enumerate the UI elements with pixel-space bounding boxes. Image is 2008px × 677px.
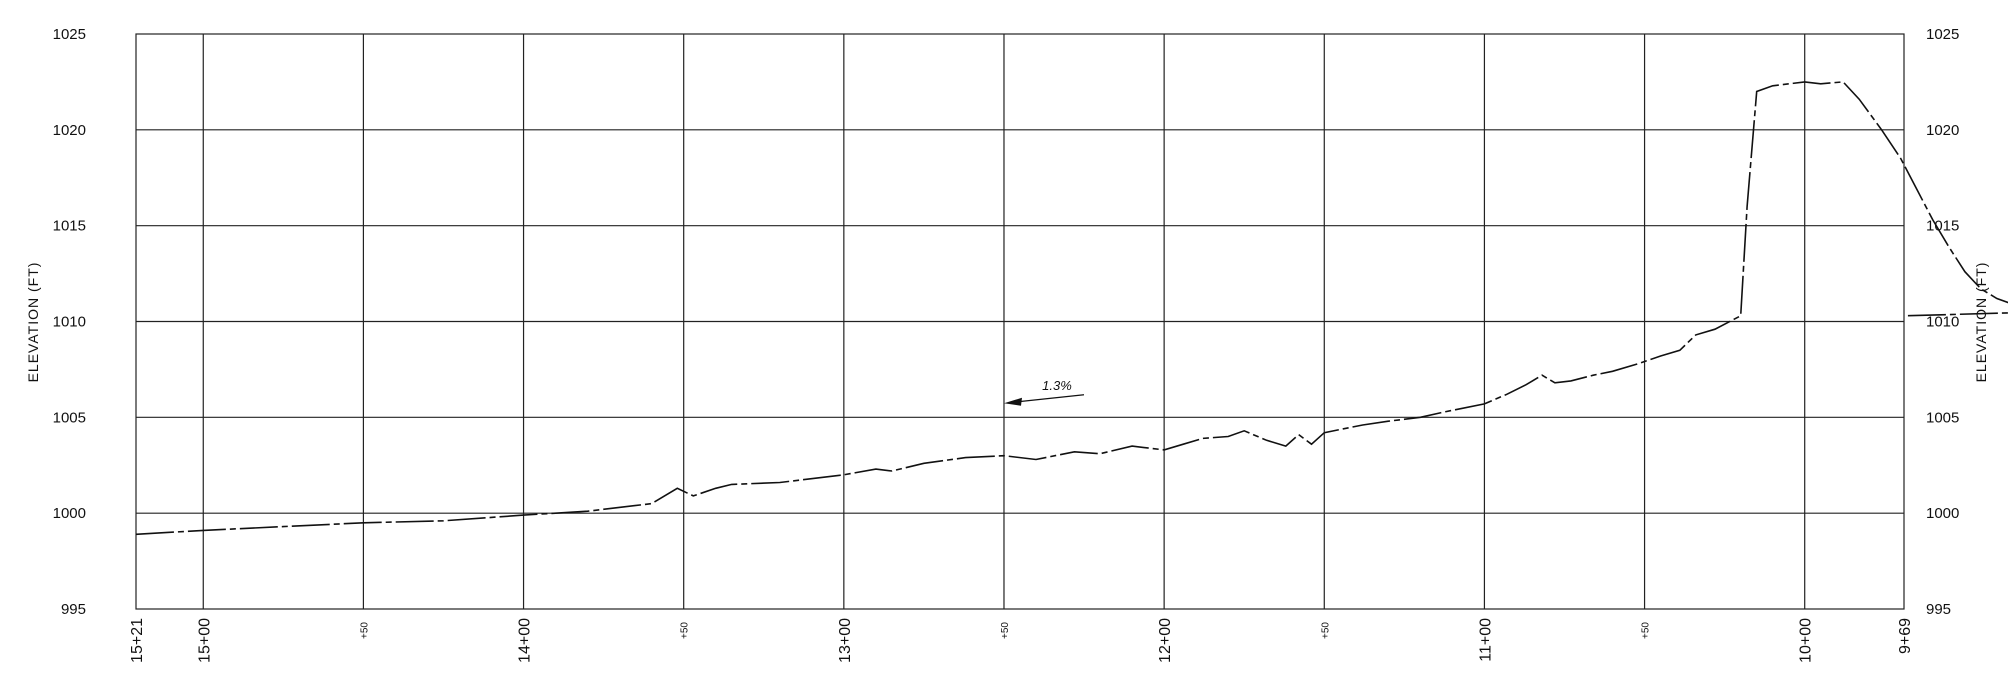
grade-arrow-head (1003, 397, 1022, 406)
y-axis-left: 995 1000 1005 1010 1015 1020 1025 (53, 26, 86, 618)
x-tick-label: 15+21 (129, 618, 146, 663)
y-tick-label: 995 (61, 601, 86, 618)
series-layer (135, 81, 2008, 536)
y-axis-label-left: ELEVATION (FT) (25, 262, 41, 383)
x-tick-label: +50 (359, 622, 370, 639)
y-tick-label: 1010 (1926, 314, 1959, 331)
x-tick-label: +50 (1641, 622, 1652, 639)
x-tick-label: 11+00 (1477, 618, 1494, 662)
x-tick-label: +50 (680, 622, 691, 639)
y-tick-label: 1005 (53, 409, 86, 426)
ground-profile-line (135, 81, 2008, 536)
x-tick-label: +50 (1320, 622, 1331, 639)
y-tick-label: 995 (1926, 601, 1951, 618)
y-tick-label: 1025 (1926, 26, 1959, 43)
plot-frame (135, 33, 1905, 610)
x-tick-label: 12+00 (1157, 618, 1174, 663)
y-tick-label: 1000 (53, 505, 86, 522)
x-tick-label: 9+69 (1897, 618, 1914, 654)
y-tick-label: 1010 (53, 314, 86, 331)
x-tick-label: +50 (1000, 622, 1011, 639)
y-axis-right: 995 1000 1005 1010 1015 1020 1025 (1926, 26, 1959, 618)
x-axis-stations: 15+21 15+00 +50 14+00 +50 13+00 +50 12+00 +50 11+… (129, 618, 1914, 663)
annotation-layer: 1.3% (1003, 378, 1085, 406)
y-tick-label: 1020 (1926, 122, 1959, 139)
y-tick-label: 1005 (1926, 409, 1959, 426)
y-tick-label: 1015 (53, 218, 86, 235)
grade-label: 1.3% (1042, 378, 1072, 393)
y-tick-label: 1000 (1926, 505, 1959, 522)
x-tick-label: 13+00 (837, 618, 854, 663)
x-tick-label: 10+00 (1798, 618, 1815, 663)
x-tick-label: 15+00 (196, 618, 213, 663)
y-tick-label: 1025 (53, 26, 86, 43)
y-axis-label-right: ELEVATION (FT) (1973, 262, 1989, 383)
grid-layer (136, 34, 1904, 609)
grade-arrow-line (1017, 394, 1085, 403)
x-tick-label: 14+00 (517, 618, 534, 663)
y-tick-label: 1020 (53, 122, 86, 139)
y-tick-label: 1015 (1926, 218, 1959, 235)
